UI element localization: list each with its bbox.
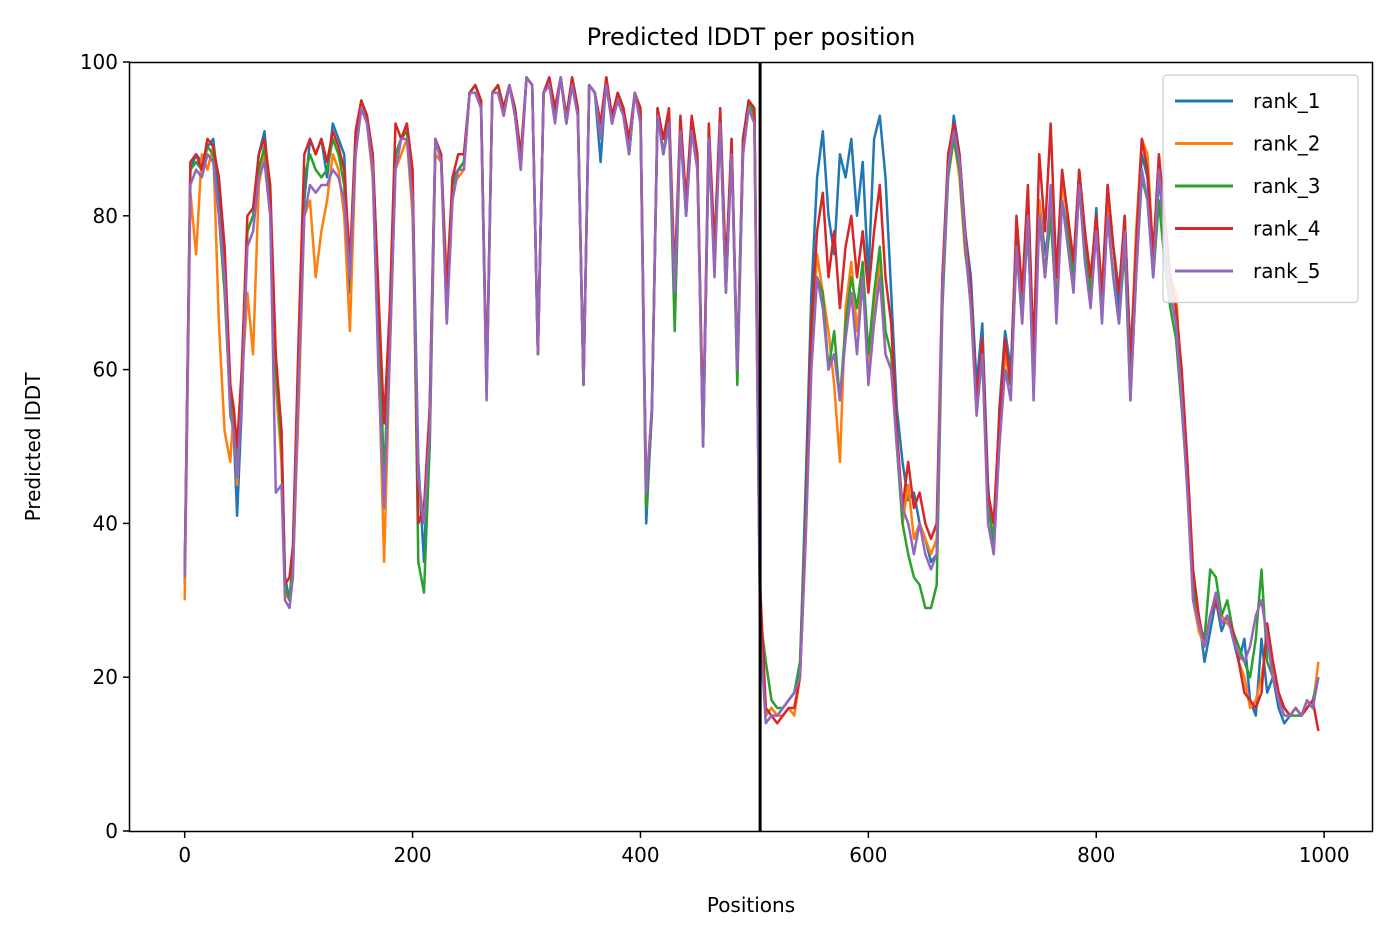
- y-tick-label: 20: [93, 665, 118, 689]
- y-tick-label: 100: [80, 50, 118, 74]
- y-axis-title: Predicted lDDT: [21, 372, 45, 522]
- legend-label-rank-1: rank_1: [1253, 89, 1320, 113]
- x-tick-label: 600: [849, 843, 887, 867]
- series-line-rank-5: [183, 76, 1320, 725]
- y-tick-label: 40: [93, 511, 118, 535]
- legend-label-rank-5: rank_5: [1253, 259, 1320, 283]
- x-tick-label: 800: [1077, 843, 1115, 867]
- y-tick-label: 60: [93, 358, 118, 382]
- legend-label-rank-4: rank_4: [1253, 217, 1320, 241]
- y-tick-label: 80: [93, 204, 118, 228]
- x-tick-label: 0: [178, 843, 191, 867]
- legend-label-rank-3: rank_3: [1253, 174, 1320, 198]
- y-axis-ticks: 0 20 40 60 80 100: [80, 50, 130, 843]
- plot-frame: [128, 61, 1374, 833]
- plot-series: [183, 62, 1320, 831]
- x-axis-title: Positions: [707, 893, 795, 917]
- x-tick-label: 1000: [1299, 843, 1350, 867]
- legend-box: [1162, 74, 1359, 304]
- x-axis-ticks: 0 200 400 600 800 1000: [178, 831, 1350, 867]
- legend: rank_1 rank_2 rank_3 rank_4 rank_5: [1162, 74, 1359, 304]
- y-tick-label: 0: [105, 819, 118, 843]
- x-tick-label: 400: [621, 843, 659, 867]
- legend-label-rank-2: rank_2: [1253, 132, 1320, 156]
- chart-title: Predicted lDDT per position: [587, 23, 916, 51]
- x-tick-label: 200: [393, 843, 431, 867]
